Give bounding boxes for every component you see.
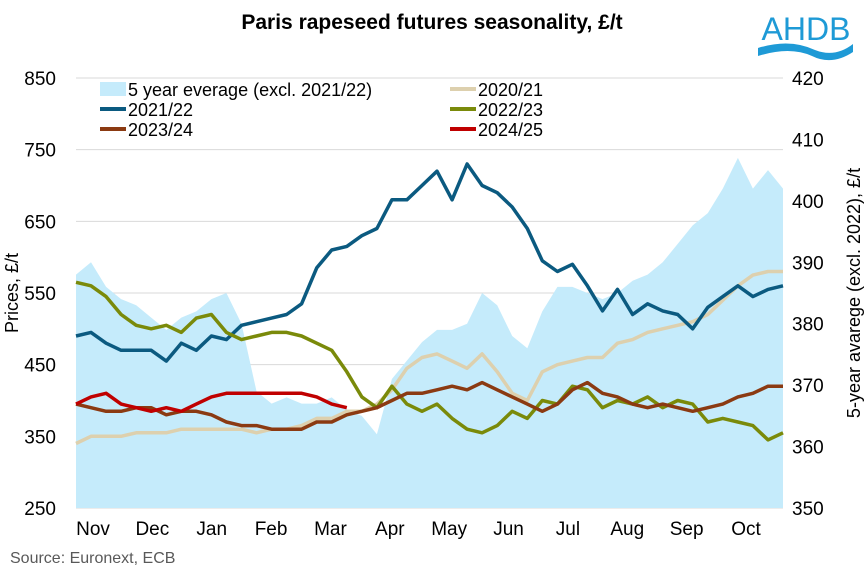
y2-tick-label: 370 [792,376,824,397]
y2-tick-label: 390 [792,253,824,274]
legend-label: 2022/23 [478,100,543,120]
y-tick-label: 250 [24,499,56,520]
line-series-2021-22 [75,162,784,363]
chart-title: Paris rapeseed futures seasonality, £/t [241,11,622,34]
y-tick-label: 750 [24,141,56,162]
y2-tick-label: 400 [792,192,824,213]
source-note: Source: Euronext, ECB [10,550,175,567]
area-5yr-average [76,157,783,508]
legend-swatch [100,82,126,96]
logo-wave-icon [758,43,853,61]
x-tick-label: May [431,519,467,540]
y2-tick-label: 360 [792,438,824,459]
y-tick-label: 450 [24,356,56,377]
y-tick-label: 550 [24,284,56,305]
y2-axis-label: 5-year avarege (excl. 2022), £/t [844,168,864,418]
x-tick-label: Oct [731,519,761,540]
y-axis-label: Prices, £/t [2,253,22,333]
x-tick-label: Jul [556,519,580,540]
x-tick-label: Sep [670,519,704,540]
y-tick-label: 650 [24,212,56,233]
x-tick-label: Jun [493,519,524,540]
x-tick-label: Jan [196,519,227,540]
legend-label: 5 year everage (excl. 2021/22) [128,80,372,100]
y-tick-label: 350 [24,427,56,448]
y2-tick-label: 380 [792,315,824,336]
y2-tick-label: 410 [792,130,824,151]
line-series-2023-24 [75,380,783,431]
x-tick-label: Mar [314,519,347,540]
logo-text: AHDB [762,11,851,47]
x-tick-label: Nov [76,519,110,540]
legend-label: 2024/25 [478,120,543,140]
y-tick-label: 850 [24,69,56,90]
ahdb-logo: AHDB [758,11,853,61]
x-tick-label: Apr [375,519,405,540]
legend-label: 2021/22 [128,100,193,120]
y2-tick-label: 350 [792,499,824,520]
y2-tick-label: 420 [792,69,824,90]
x-tick-label: Aug [610,519,644,540]
line-series-2022-23 [75,280,784,442]
legend-label: 2023/24 [128,120,193,140]
line-series-2020-21 [75,269,783,446]
x-tick-label: Feb [255,519,288,540]
legend-label: 2020/21 [478,80,543,100]
line-series-2024-25 [75,391,348,414]
x-tick-label: Dec [135,519,169,540]
